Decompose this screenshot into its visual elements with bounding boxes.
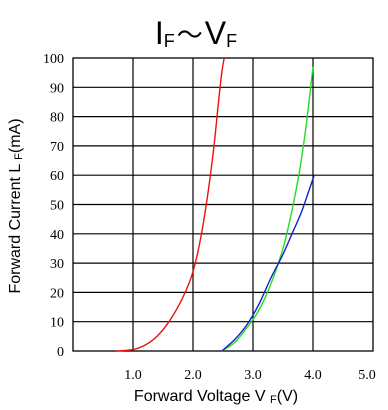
- title-i: I: [155, 15, 164, 51]
- y-tick-label-8: 80: [50, 111, 64, 126]
- x-tick-label-0: 1.0: [124, 368, 142, 383]
- y-axis-label: Forward Current L F(mA): [7, 118, 25, 293]
- y-tick-label-1: 10: [50, 316, 64, 331]
- title-v: V: [205, 15, 227, 51]
- x-tick-label-3: 4.0: [304, 368, 322, 383]
- x-axis-label-unit: (V): [277, 388, 298, 405]
- y-tick-label-7: 70: [50, 140, 64, 155]
- y-axis-label-text: Forward Current L: [7, 160, 24, 294]
- y-axis-label-sub: F: [13, 153, 25, 160]
- series-line-2: [221, 174, 315, 352]
- x-tick-labels: 1.0 2.0 3.0 4.0 5.0: [124, 368, 376, 383]
- x-axis-label-sub: F: [270, 394, 277, 406]
- y-tick-label-2: 20: [50, 286, 64, 301]
- y-tick-label-3: 30: [50, 257, 64, 272]
- x-axis-label-text: Forward Voltage V: [134, 388, 270, 405]
- grid-lines: [73, 58, 373, 351]
- x-axis-label: Forward Voltage V F(V): [134, 388, 298, 406]
- x-tick-label-4: 5.0: [358, 368, 376, 383]
- y-axis-label-unit: (mA): [7, 118, 24, 153]
- y-tick-labels: 0 10 20 30 40 50 60 70 80 90 100: [43, 52, 64, 360]
- title-sub-f1: F: [164, 31, 175, 51]
- y-tick-label-9: 90: [50, 81, 64, 96]
- title-tilde: 〜: [177, 20, 203, 50]
- series-line-1: [221, 66, 314, 352]
- y-tick-label-0: 0: [57, 345, 64, 360]
- series-group: [116, 57, 315, 352]
- y-tick-label-4: 40: [50, 228, 64, 243]
- y-tick-label-5: 50: [50, 199, 64, 214]
- y-tick-label-6: 60: [50, 169, 64, 184]
- x-tick-label-2: 3.0: [244, 368, 262, 383]
- x-tick-label-1: 2.0: [184, 368, 202, 383]
- title-sub-f2: F: [226, 31, 237, 51]
- y-tick-label-10: 100: [43, 52, 64, 67]
- chart-title: IF〜VF: [155, 15, 237, 51]
- series-line-0: [116, 57, 225, 352]
